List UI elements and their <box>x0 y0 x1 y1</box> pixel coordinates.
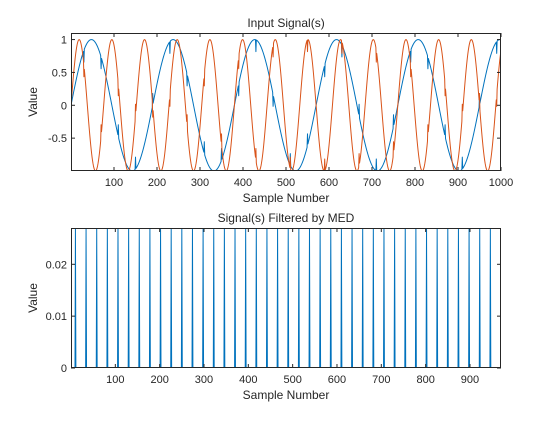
top-xtick-label: 500 <box>277 177 295 189</box>
top-series-1-line <box>71 39 501 171</box>
top-chart-title: Input Signal(s) <box>247 16 324 30</box>
top-axes: 100 200 300 400 500 600 700 800 900 1000 -0.5 0 0.5 1… <box>26 16 513 205</box>
bottom-x-axis-label: Sample Number <box>243 388 330 402</box>
top-xtick-label: 600 <box>320 177 338 189</box>
bottom-plot-area <box>71 228 501 368</box>
top-x-axis-label: Sample Number <box>243 191 330 205</box>
bottom-ytick-label: 0.02 <box>46 259 67 271</box>
top-ytick-label: 0.5 <box>52 67 67 79</box>
top-xtick-label: 400 <box>234 177 252 189</box>
bottom-xtick-label: 400 <box>239 374 257 386</box>
bottom-xtick-label: 800 <box>416 374 434 386</box>
bottom-axes-box <box>71 228 501 368</box>
top-ytick-label: 1 <box>61 35 67 47</box>
top-xtick-label: 700 <box>363 177 381 189</box>
top-xtick-label: 800 <box>406 177 424 189</box>
top-ytick-label: -0.5 <box>48 133 67 145</box>
top-series-2-line <box>71 39 501 171</box>
bottom-xtick-label: 100 <box>106 374 124 386</box>
bottom-xtick-label: 600 <box>328 374 346 386</box>
bottom-chart-title: Signal(s) Filtered by MED <box>218 211 355 225</box>
top-xtick-label: 100 <box>105 177 123 189</box>
top-y-axis-label: Value <box>26 87 40 117</box>
bottom-ytick-label: 0 <box>61 363 67 375</box>
bottom-y-axis-label: Value <box>26 283 40 313</box>
bottom-ytick-label: 0.01 <box>46 311 67 323</box>
top-xtick-label: 1000 <box>489 177 513 189</box>
bottom-xtick-label: 500 <box>283 374 301 386</box>
bottom-axes: 100 200 300 400 500 600 700 800 900 0 0.01 0.02 Sign… <box>26 211 501 402</box>
bottom-xtick-label: 700 <box>372 374 390 386</box>
top-plot-area <box>71 33 501 171</box>
top-ytick-label: 0 <box>61 100 67 112</box>
top-xtick-label: 200 <box>148 177 166 189</box>
bottom-xtick-label: 300 <box>195 374 213 386</box>
top-xtick-label: 900 <box>449 177 467 189</box>
bottom-xtick-label: 900 <box>461 374 479 386</box>
top-xtick-label: 300 <box>191 177 209 189</box>
bottom-xtick-label: 200 <box>150 374 168 386</box>
